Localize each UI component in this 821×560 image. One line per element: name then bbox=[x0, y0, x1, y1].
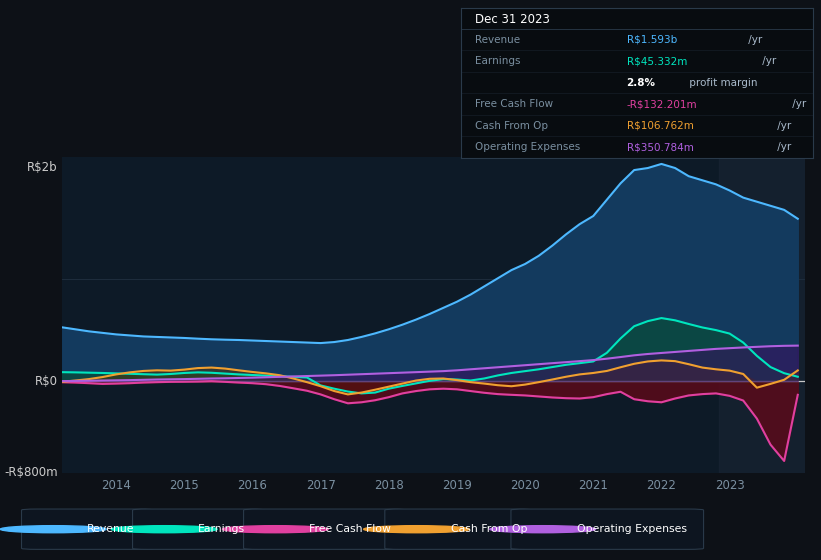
Text: /yr: /yr bbox=[759, 56, 777, 66]
Text: Operating Expenses: Operating Expenses bbox=[475, 142, 580, 152]
FancyBboxPatch shape bbox=[21, 509, 154, 549]
Text: Revenue: Revenue bbox=[87, 524, 135, 534]
FancyBboxPatch shape bbox=[385, 509, 532, 549]
Text: /yr: /yr bbox=[789, 99, 806, 109]
Text: 2.8%: 2.8% bbox=[626, 78, 655, 87]
FancyBboxPatch shape bbox=[132, 509, 264, 549]
Circle shape bbox=[112, 526, 217, 533]
Text: R$106.762m: R$106.762m bbox=[626, 120, 694, 130]
Circle shape bbox=[0, 526, 106, 533]
Text: /yr: /yr bbox=[774, 120, 791, 130]
Circle shape bbox=[222, 526, 328, 533]
Text: Earnings: Earnings bbox=[475, 56, 521, 66]
Text: Free Cash Flow: Free Cash Flow bbox=[310, 524, 391, 534]
FancyBboxPatch shape bbox=[511, 509, 704, 549]
Text: R$0: R$0 bbox=[34, 375, 57, 388]
Text: Cash From Op: Cash From Op bbox=[475, 120, 548, 130]
Text: profit margin: profit margin bbox=[686, 78, 757, 87]
Text: Revenue: Revenue bbox=[475, 35, 521, 45]
Text: -R$132.201m: -R$132.201m bbox=[626, 99, 697, 109]
Text: R$350.784m: R$350.784m bbox=[626, 142, 694, 152]
Text: R$45.332m: R$45.332m bbox=[626, 56, 687, 66]
Text: R$2b: R$2b bbox=[27, 161, 57, 174]
Text: -R$800m: -R$800m bbox=[4, 466, 57, 479]
Text: R$1.593b: R$1.593b bbox=[626, 35, 677, 45]
Text: Dec 31 2023: Dec 31 2023 bbox=[475, 12, 550, 26]
Text: Earnings: Earnings bbox=[198, 524, 245, 534]
Circle shape bbox=[364, 526, 470, 533]
FancyBboxPatch shape bbox=[244, 509, 406, 549]
Text: Operating Expenses: Operating Expenses bbox=[576, 524, 686, 534]
Text: /yr: /yr bbox=[745, 35, 762, 45]
Bar bbox=[719, 157, 805, 473]
Text: /yr: /yr bbox=[774, 142, 791, 152]
Text: Cash From Op: Cash From Op bbox=[451, 524, 527, 534]
Text: Free Cash Flow: Free Cash Flow bbox=[475, 99, 553, 109]
Circle shape bbox=[490, 526, 595, 533]
